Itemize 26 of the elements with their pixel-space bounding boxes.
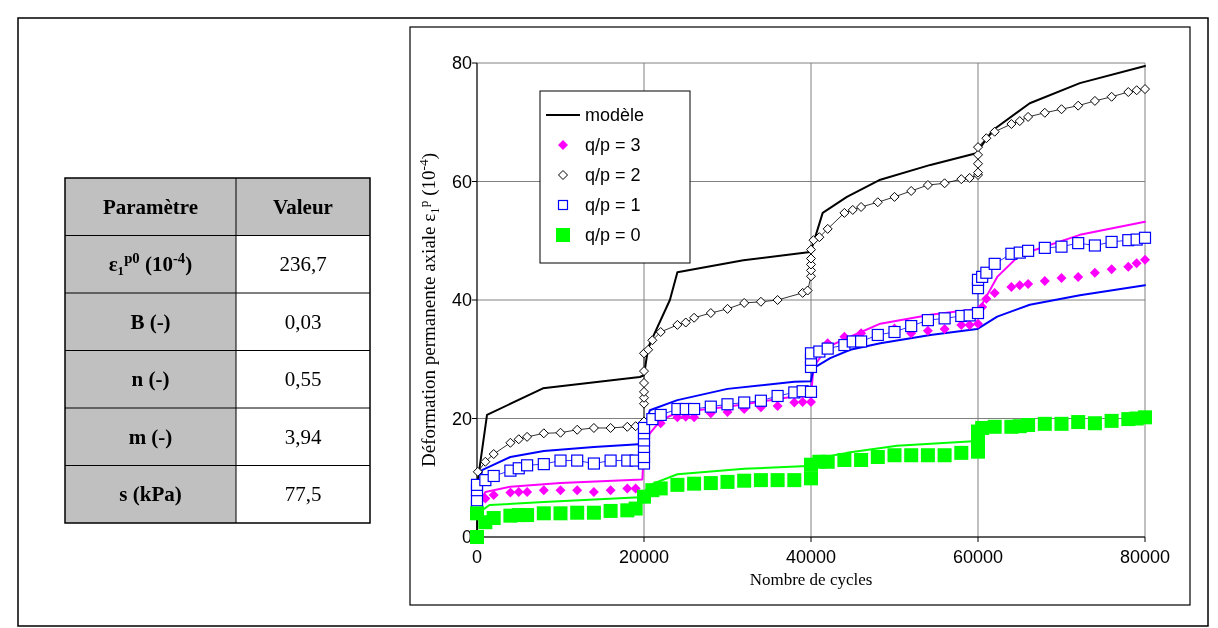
x-axis-title: Nombre de cycles	[749, 570, 873, 589]
y-tick-label: 40	[451, 290, 472, 310]
x-tick-label: 60000	[952, 547, 1004, 567]
legend-label: q/p = 1	[585, 195, 641, 215]
legend-label: q/p = 2	[585, 165, 641, 185]
legend-label: modèle	[585, 105, 645, 125]
category-label: ε₁$^{p0}$ (10$^{-4}$)	[108, 250, 193, 277]
legend-label: q/p = 0	[585, 225, 641, 245]
category-label: m (-)	[128, 424, 173, 449]
y-tick-label: 80	[451, 53, 472, 73]
x-tick-label: 80000	[1119, 547, 1171, 567]
x-tick-label: 40000	[785, 547, 837, 567]
text: Paramètre	[102, 194, 199, 219]
text: 3,94	[284, 424, 322, 449]
text: Valeur	[273, 194, 333, 219]
y-tick-label: 20	[451, 408, 472, 429]
text: 0,03	[284, 309, 322, 334]
category-label: n (-)	[131, 367, 170, 392]
y-tick-label: 60	[451, 171, 472, 192]
text: 236,7	[279, 252, 327, 277]
category-label: B (-)	[130, 309, 171, 334]
text: 0,55	[284, 367, 322, 392]
x-tick-label: 20000	[618, 547, 670, 567]
category-label: s (kPa)	[119, 482, 182, 507]
legend-label: q/p = 3	[585, 135, 641, 155]
text: 77,5	[284, 482, 322, 507]
